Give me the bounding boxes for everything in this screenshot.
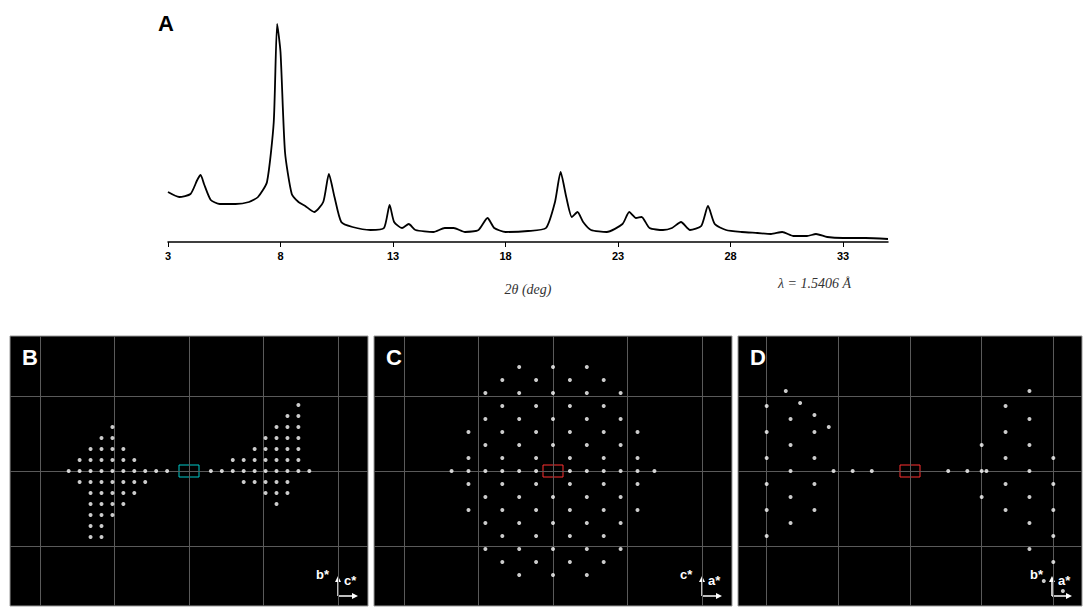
svg-text:c*: c*	[344, 573, 357, 588]
svg-text:33: 33	[837, 250, 849, 262]
svg-text:λ = 1.5406 Å: λ = 1.5406 Å	[777, 276, 852, 291]
svg-text:3: 3	[165, 250, 171, 262]
svg-text:b*: b*	[316, 567, 330, 582]
svg-text:C: C	[386, 345, 402, 370]
svg-text:a*: a*	[708, 573, 721, 588]
svg-text:18: 18	[499, 250, 511, 262]
svg-text:13: 13	[387, 250, 399, 262]
svg-text:D: D	[750, 345, 766, 370]
svg-text:a*: a*	[1058, 573, 1071, 588]
svg-text:c*: c*	[680, 567, 693, 582]
svg-text:8: 8	[277, 250, 283, 262]
svg-text:2θ (deg): 2θ (deg)	[505, 282, 552, 298]
svg-text:28: 28	[724, 250, 736, 262]
svg-text:b*: b*	[1030, 567, 1044, 582]
svg-text:B: B	[22, 345, 38, 370]
svg-text:A: A	[158, 11, 174, 36]
svg-text:23: 23	[612, 250, 624, 262]
